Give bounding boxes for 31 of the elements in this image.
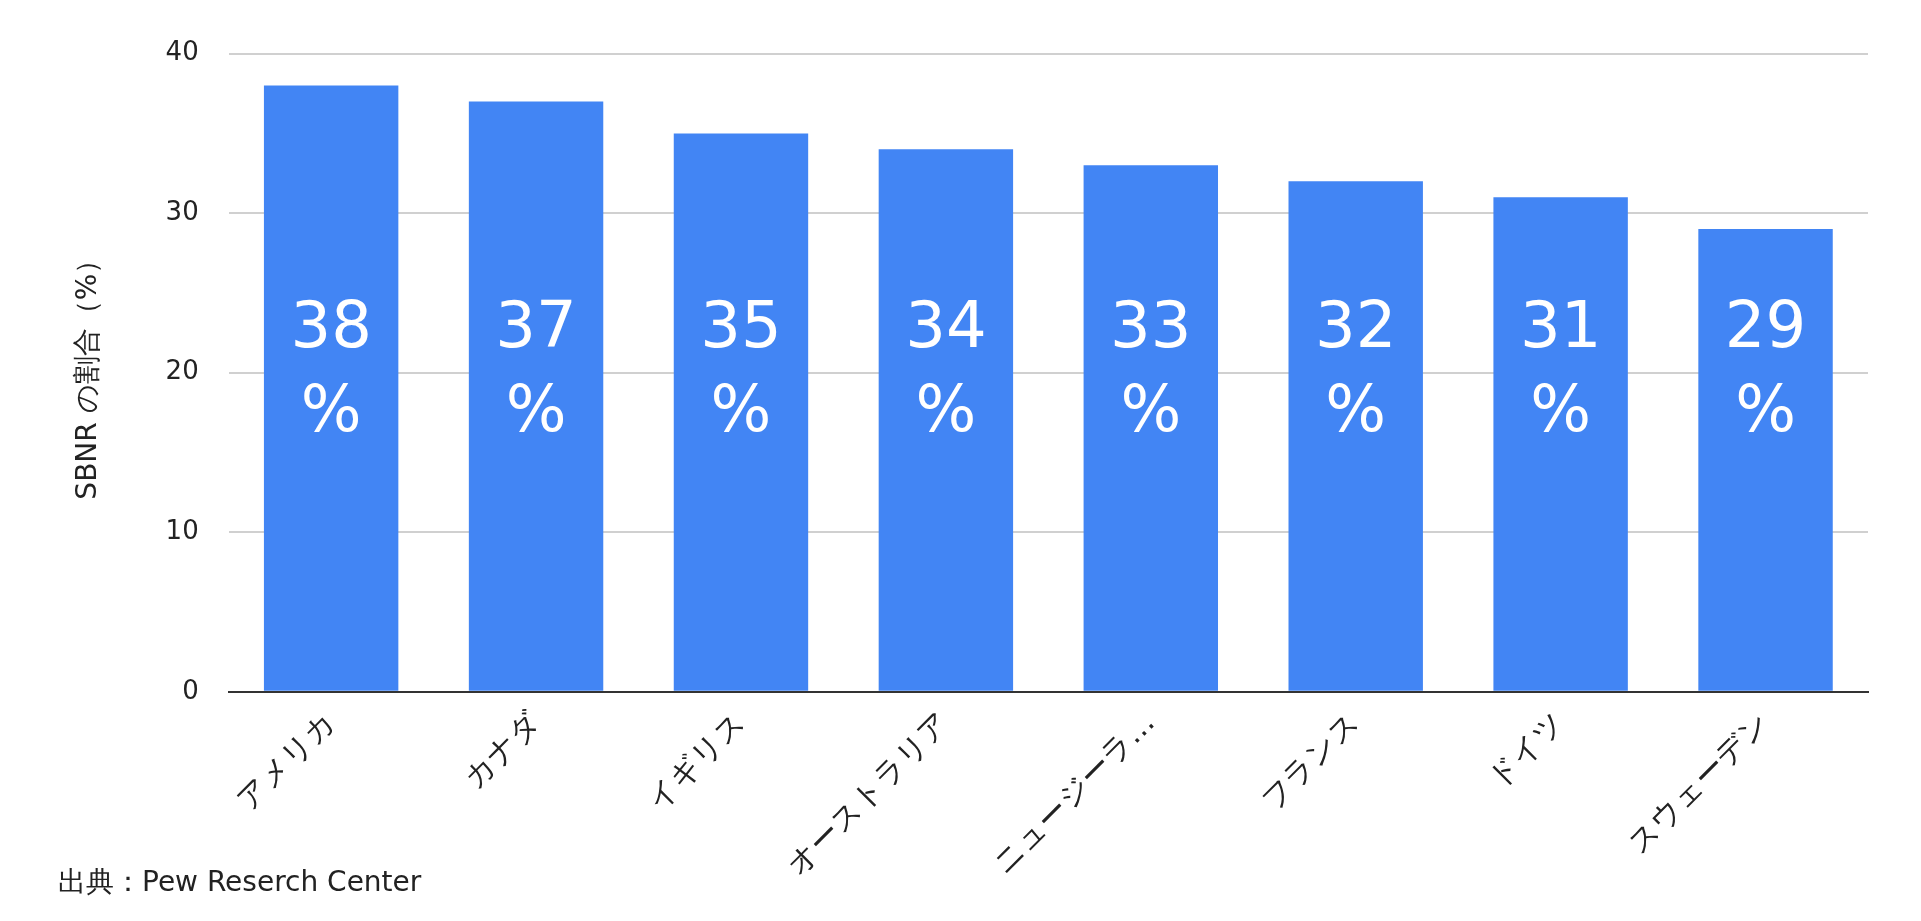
data-label: 34% (905, 288, 987, 447)
x-tick-label: アメリカ (229, 704, 342, 817)
x-tick-label: イギリス (639, 704, 752, 817)
bar (878, 149, 1014, 691)
y-tick-label: 10 (165, 515, 199, 546)
bar (468, 101, 604, 691)
x-tick-label: カナダ (456, 704, 547, 795)
bar (1083, 165, 1219, 691)
y-tick-label: 30 (165, 195, 199, 226)
x-tick-label: オーストラリア (778, 704, 957, 882)
data-label: 38% (290, 288, 372, 447)
x-tick-label: スウェーデン (1620, 704, 1777, 860)
y-tick-label: 40 (165, 36, 199, 67)
bar (1493, 197, 1628, 691)
x-tick-label: ニュージーラ… (985, 704, 1162, 881)
data-label: 37% (495, 288, 577, 447)
bar (263, 85, 399, 691)
y-axis-title: SBNR の割合（%） (70, 245, 104, 500)
data-label: 32% (1314, 288, 1397, 447)
bar (1698, 229, 1833, 691)
y-tick-label: 0 (182, 674, 199, 705)
source-note: 出典：Pew Reserch Center (58, 865, 422, 899)
bar (1288, 181, 1423, 691)
y-tick-label: 20 (165, 355, 199, 386)
x-tick-label: ドイツ (1480, 704, 1572, 795)
bar (673, 133, 809, 691)
x-tick-label: フランス (1253, 704, 1367, 817)
data-label: 33% (1110, 288, 1192, 447)
data-label: 35% (700, 288, 782, 447)
data-label: 29% (1724, 288, 1807, 447)
data-label: 31% (1519, 288, 1602, 447)
